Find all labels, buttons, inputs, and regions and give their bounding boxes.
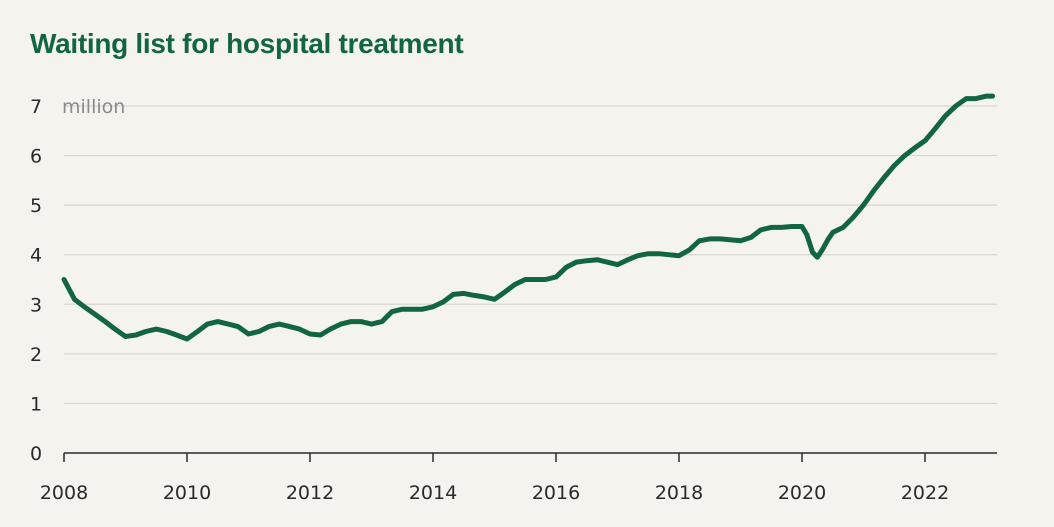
x-tick-label: 2008 — [40, 482, 88, 504]
y-tick-label: 5 — [30, 195, 42, 217]
y-tick-label: 4 — [30, 245, 42, 267]
y-tick-label: 1 — [30, 393, 42, 415]
unit-label: million — [62, 96, 125, 118]
y-axis-ticks: 0 1 2 3 4 5 6 7 — [30, 96, 42, 465]
chart-title: Waiting list for hospital treatment — [30, 28, 464, 59]
y-tick-label: 3 — [30, 294, 42, 316]
x-tick-label: 2022 — [901, 482, 949, 504]
x-tick-label: 2012 — [286, 482, 334, 504]
y-tick-label: 6 — [30, 146, 42, 168]
x-tick-label: 2010 — [163, 482, 211, 504]
y-tick-label: 0 — [30, 443, 42, 465]
x-tick-label: 2020 — [778, 482, 826, 504]
x-tick-label: 2014 — [409, 482, 457, 504]
y-tick-label: 7 — [30, 96, 42, 118]
x-axis-ticks: 2008 2010 2012 2014 2016 2018 2020 2022 — [40, 453, 949, 504]
x-tick-label: 2018 — [655, 482, 703, 504]
y-tick-label: 2 — [30, 344, 42, 366]
gridlines — [64, 105, 997, 405]
series-line — [61, 93, 996, 342]
x-tick-label: 2016 — [532, 482, 580, 504]
